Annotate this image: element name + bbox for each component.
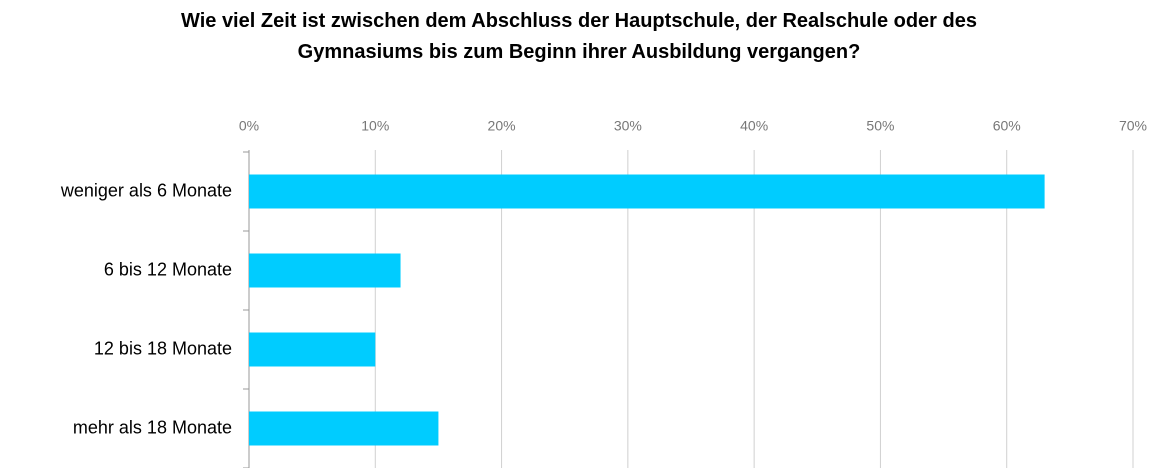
y-tick-label: 12 bis 18 Monate	[94, 338, 232, 358]
bar	[249, 411, 439, 446]
bar	[249, 253, 401, 288]
x-tick-label: 70%	[1119, 118, 1147, 134]
x-tick-label: 50%	[866, 118, 894, 134]
x-tick-label: 60%	[993, 118, 1021, 134]
x-tick-label: 40%	[740, 118, 768, 134]
x-tick-label: 30%	[614, 118, 642, 134]
bar	[249, 174, 1045, 209]
y-tick-label: mehr als 18 Monate	[73, 417, 232, 437]
y-tick-label: 6 bis 12 Monate	[104, 259, 232, 279]
bar	[249, 332, 376, 367]
x-tick-label: 20%	[488, 118, 516, 134]
x-tick-label: 0%	[239, 118, 259, 134]
chart-title: Wie viel Zeit ist zwischen dem Abschluss…	[181, 10, 977, 63]
y-tick-label: weniger als 6 Monate	[60, 180, 232, 200]
x-tick-label: 10%	[361, 118, 389, 134]
